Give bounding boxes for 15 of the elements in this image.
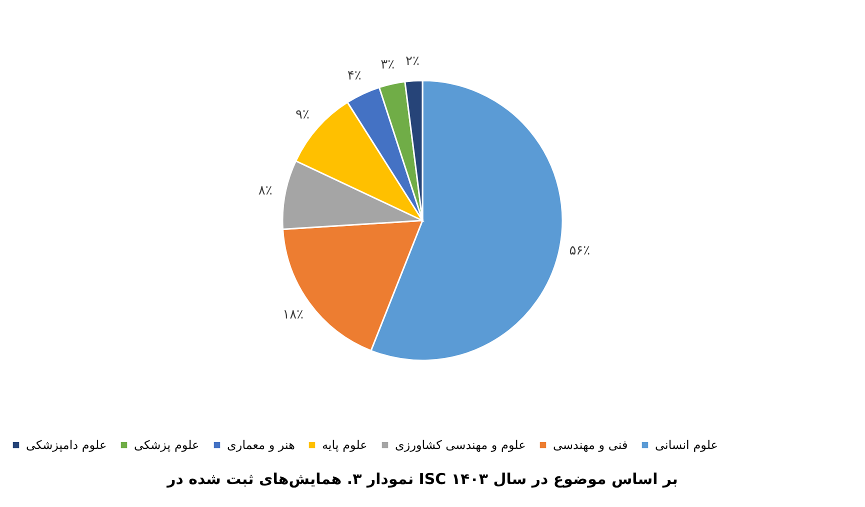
legend-label: علوم دامپزشکی <box>26 438 107 452</box>
data-label: ۴٪ <box>347 68 362 84</box>
data-label: ۸٪ <box>258 184 272 199</box>
legend-label: علوم انسانی <box>655 438 718 452</box>
legend-label: علوم پزشکی <box>134 438 200 452</box>
data-label: ۳٪ <box>380 57 395 72</box>
data-label: ۱۸٪ <box>282 308 304 323</box>
data-label: ۵۶٪ <box>569 243 590 258</box>
legend-label: علوم و مهندسی کشاورزی <box>395 438 526 452</box>
data-label: ۲٪ <box>405 54 420 69</box>
text: نمودار ۳. همایش‌های ثبت شده در ISC بر اساس موضوع در سال ۱۴۰۳ <box>166 470 678 488</box>
data-label: ۹٪ <box>296 108 310 123</box>
legend-label: هنر و معماری <box>227 438 295 452</box>
legend-label: علوم پایه <box>322 438 368 452</box>
legend-label: فنی و مهندسی <box>553 438 628 452</box>
